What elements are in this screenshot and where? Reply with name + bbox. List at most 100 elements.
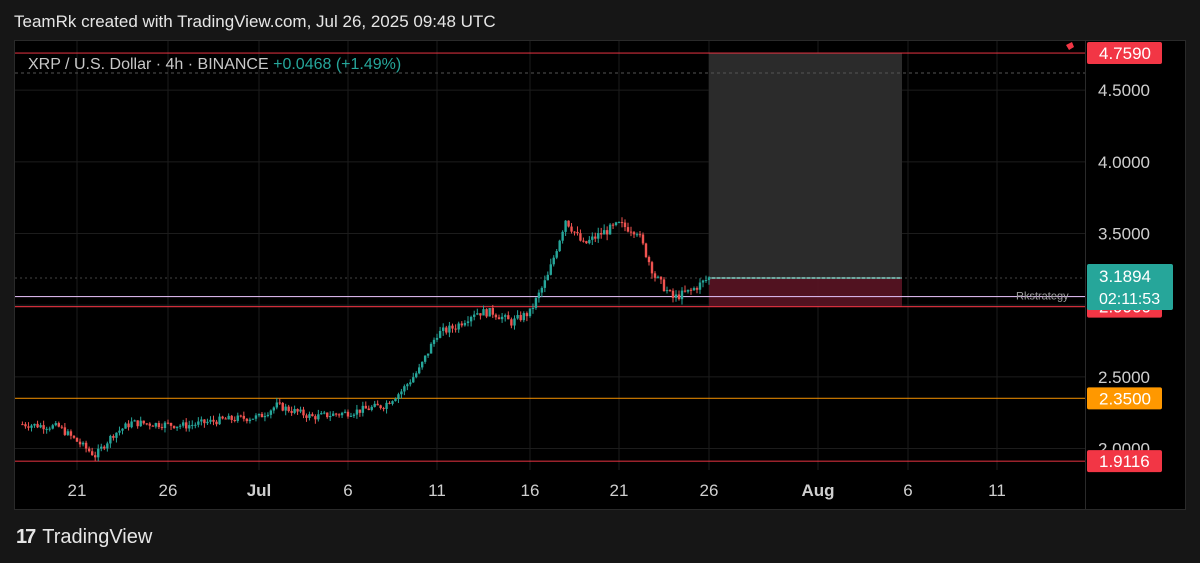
candle-body-6 <box>39 425 42 428</box>
candle-body-70 <box>233 419 236 421</box>
candle-body-59 <box>200 419 203 422</box>
candle-body-133 <box>420 361 424 368</box>
candle-body-121 <box>385 402 388 409</box>
chart-pane[interactable] <box>14 40 1086 510</box>
x-tick-label-2: Jul <box>247 481 272 500</box>
candle-body-1 <box>24 424 27 427</box>
candle-body-26 <box>100 446 103 449</box>
candle-body-215 <box>668 290 672 292</box>
candle-body-65 <box>218 416 221 425</box>
candle-body-197 <box>614 222 618 226</box>
candle-body-47 <box>163 422 167 429</box>
candle-body-8 <box>45 428 48 430</box>
candle-body-13 <box>60 426 64 428</box>
candle-body-53 <box>181 422 185 426</box>
candle-body-145 <box>457 323 460 330</box>
candle-body-161 <box>507 315 510 320</box>
candle-body-207 <box>644 243 648 258</box>
current-price-badge <box>1087 264 1173 311</box>
candle-body-82 <box>269 410 273 415</box>
candle-body-0 <box>21 424 24 426</box>
candle-body-130 <box>412 377 415 383</box>
candle-body-206 <box>641 234 645 244</box>
candle-body-187 <box>585 241 588 244</box>
candle-body-42 <box>148 423 151 426</box>
candle-body-114 <box>364 405 367 409</box>
candle-body-35 <box>127 423 130 428</box>
candle-body-63 <box>212 419 215 422</box>
candle-body-14 <box>63 427 67 435</box>
candle-body-119 <box>379 405 382 409</box>
candle-body-71 <box>236 415 239 421</box>
candle-body-93 <box>302 409 305 416</box>
strategy-label: Rkstrategy <box>1016 291 1069 303</box>
candle-body-102 <box>329 415 332 418</box>
candle-body-144 <box>454 328 457 330</box>
candle-body-159 <box>500 316 504 320</box>
candle-body-60 <box>203 419 206 424</box>
candle-body-97 <box>314 416 317 420</box>
candle-body-85 <box>278 402 281 404</box>
candle-body-39 <box>139 420 142 427</box>
candle-body-88 <box>287 406 290 412</box>
candle-body-19 <box>78 441 82 445</box>
candle-body-11 <box>54 423 57 426</box>
candle-body-94 <box>305 415 308 418</box>
candle-body-41 <box>145 423 148 425</box>
candle-body-100 <box>323 412 326 414</box>
candle-body-75 <box>248 419 252 422</box>
candle-body-23 <box>90 451 94 456</box>
candle-body-226 <box>701 280 705 283</box>
alert-icon <box>1066 42 1074 50</box>
candle-body-171 <box>537 292 541 299</box>
candle-body-165 <box>519 315 522 321</box>
candle-body-170 <box>534 298 538 308</box>
level-badge-3 <box>1087 450 1162 473</box>
candle-body-90 <box>293 408 296 413</box>
candle-body-48 <box>166 422 170 424</box>
candle-body-2 <box>27 426 30 428</box>
candle-body-168 <box>528 308 532 317</box>
candle-body-211 <box>656 276 660 278</box>
candle-body-177 <box>555 251 558 258</box>
candle-body-179 <box>561 231 564 241</box>
candle-body-142 <box>448 325 451 333</box>
candle-body-162 <box>510 319 513 326</box>
level-label-0: 4.7590 <box>1099 44 1151 63</box>
candle-body-3 <box>30 425 33 428</box>
candle-body-45 <box>157 423 161 428</box>
candle-body-109 <box>349 415 353 417</box>
candle-body-12 <box>57 423 60 427</box>
candle-body-214 <box>665 290 669 292</box>
candle-body-160 <box>504 315 507 317</box>
candle-body-66 <box>221 416 224 419</box>
level-label-3: 1.9116 <box>1099 452 1150 471</box>
candle-body-87 <box>284 406 287 411</box>
target-zone <box>709 53 902 279</box>
candle-body-118 <box>376 403 379 406</box>
candle-body-116 <box>370 406 373 410</box>
candle-body-189 <box>591 236 594 240</box>
candle-body-68 <box>227 415 230 420</box>
candle-body-122 <box>388 402 391 404</box>
candle-body-29 <box>109 435 112 444</box>
candle-body-113 <box>361 405 365 413</box>
candle-body-180 <box>564 220 567 232</box>
candle-body-186 <box>582 240 585 242</box>
candle-body-17 <box>72 435 76 438</box>
candle-body-74 <box>245 418 249 422</box>
candle-body-54 <box>185 422 188 429</box>
candle-body-16 <box>69 431 73 436</box>
candle-body-223 <box>692 288 696 291</box>
candle-body-190 <box>594 236 597 239</box>
candle-body-208 <box>647 257 651 263</box>
x-tick-label-3: 6 <box>343 481 352 500</box>
candle-body-137 <box>432 339 436 344</box>
candle-body-127 <box>403 386 406 392</box>
candle-body-227 <box>704 280 708 282</box>
candle-body-73 <box>242 415 246 419</box>
candle-body-30 <box>112 435 115 438</box>
candle-body-36 <box>130 421 133 428</box>
candle-body-134 <box>423 355 427 362</box>
candle-body-228 <box>707 277 711 281</box>
